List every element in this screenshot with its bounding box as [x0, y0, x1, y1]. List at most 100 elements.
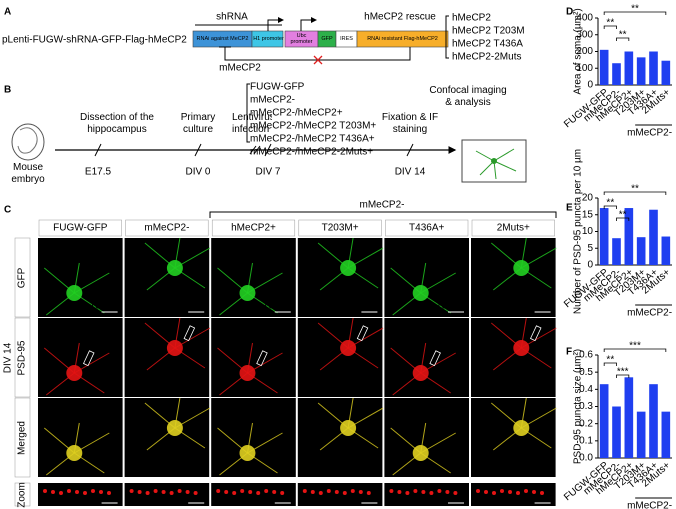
element-label: RNAi against MeCP2 — [196, 36, 249, 42]
neurite — [490, 242, 522, 269]
neurite — [347, 267, 379, 289]
sig-label: *** — [617, 367, 629, 378]
neurite — [74, 372, 105, 394]
neurite — [247, 272, 283, 294]
neurite — [420, 422, 427, 454]
column-header: T203M+ — [322, 223, 359, 234]
panel-label: C — [4, 205, 11, 216]
bar — [599, 208, 609, 265]
variant: hMeCP2 T203M — [452, 26, 525, 37]
step-label: Dissection of the hippocampus — [80, 112, 154, 135]
sig-label: ** — [606, 355, 614, 366]
micrograph — [38, 483, 123, 506]
y-tick-label: 20 — [582, 193, 594, 204]
neurite — [520, 397, 527, 429]
y-tick-label: 300 — [576, 29, 593, 40]
step-label-box: Fixation & IF staining — [381, 112, 439, 135]
column-header: mMeCP2- — [144, 223, 189, 234]
y-axis-label: PSD-95 puncta size (µm²) — [573, 349, 584, 464]
sig-label: ** — [606, 198, 614, 209]
row-label: PSD-95 — [17, 340, 28, 375]
embryo — [11, 123, 45, 161]
group-bar — [209, 211, 557, 218]
puncta — [264, 489, 269, 493]
y-tick-label: 0 — [587, 260, 593, 271]
puncta — [476, 489, 480, 493]
puncta — [437, 489, 442, 493]
neurite — [520, 237, 527, 269]
neurite — [73, 422, 80, 454]
neurite — [144, 242, 176, 269]
group-label: mMeCP2- — [627, 501, 672, 509]
group-name: FUGW-GFP — [250, 82, 305, 93]
construct-element — [356, 30, 449, 48]
neurite — [420, 372, 451, 394]
column-header-box — [125, 219, 209, 237]
sig-label: ** — [631, 4, 639, 15]
neurite — [247, 432, 283, 454]
neurite — [420, 272, 456, 294]
element-label: Ubc promoter — [290, 33, 313, 45]
neurite — [347, 317, 354, 349]
bar — [612, 238, 621, 265]
row-label: Merged — [17, 421, 28, 455]
sig-bracket — [616, 217, 630, 221]
variant-brace — [445, 15, 449, 59]
micrograph — [124, 483, 210, 506]
puncta — [67, 489, 71, 493]
scale-label: 5 µm — [442, 493, 464, 504]
neurite — [317, 402, 349, 429]
column-header: T436A+ — [409, 223, 444, 234]
puncta — [91, 489, 95, 493]
puncta — [280, 491, 285, 495]
puncta — [326, 489, 331, 493]
neurite — [390, 427, 422, 454]
bar — [661, 60, 671, 85]
puncta — [145, 491, 150, 495]
puncta — [342, 491, 347, 495]
group-header: mMeCP2- — [359, 200, 404, 211]
puncta — [193, 491, 198, 495]
column-header-box — [211, 219, 296, 237]
element-label: IRES — [340, 36, 353, 42]
zoom-box — [529, 325, 542, 342]
break — [249, 145, 261, 155]
neurite — [392, 372, 422, 396]
neurite — [74, 352, 110, 374]
micrograph — [471, 398, 556, 477]
neurite — [319, 267, 349, 291]
puncta — [500, 489, 504, 493]
puncta — [453, 491, 458, 495]
row-label-box — [14, 317, 31, 398]
neurite — [74, 452, 105, 474]
micrograph — [384, 318, 469, 397]
neurite — [174, 327, 211, 349]
micrograph — [211, 318, 296, 397]
target-label: mMeCP2 — [219, 63, 261, 74]
neurite — [219, 292, 248, 316]
neurite — [420, 352, 456, 374]
neuron-dendrite — [493, 160, 517, 172]
step-label: Fixation & IF staining — [381, 112, 439, 135]
puncta — [240, 489, 245, 493]
element-label-box: Ubc promoter — [290, 33, 313, 45]
neurite — [174, 267, 206, 289]
micrograph — [124, 238, 210, 317]
neurite — [45, 292, 75, 316]
neurite — [45, 372, 75, 396]
micrograph — [471, 483, 556, 506]
micrograph — [124, 398, 210, 477]
column-header: 2Muts+ — [497, 223, 530, 234]
neurite — [420, 342, 427, 374]
neurite — [247, 292, 278, 314]
scale-label: 5 µm — [182, 493, 204, 504]
bar — [612, 406, 621, 458]
neurite — [521, 247, 557, 269]
puncta — [99, 490, 103, 494]
neurite — [146, 347, 176, 371]
sig-bracket — [603, 205, 617, 209]
puncta — [75, 490, 79, 494]
step-label-box: Lentivirus infection — [232, 112, 272, 135]
y-tick-label: 0.1 — [579, 435, 593, 446]
scale-label: 5 µm — [355, 493, 377, 504]
